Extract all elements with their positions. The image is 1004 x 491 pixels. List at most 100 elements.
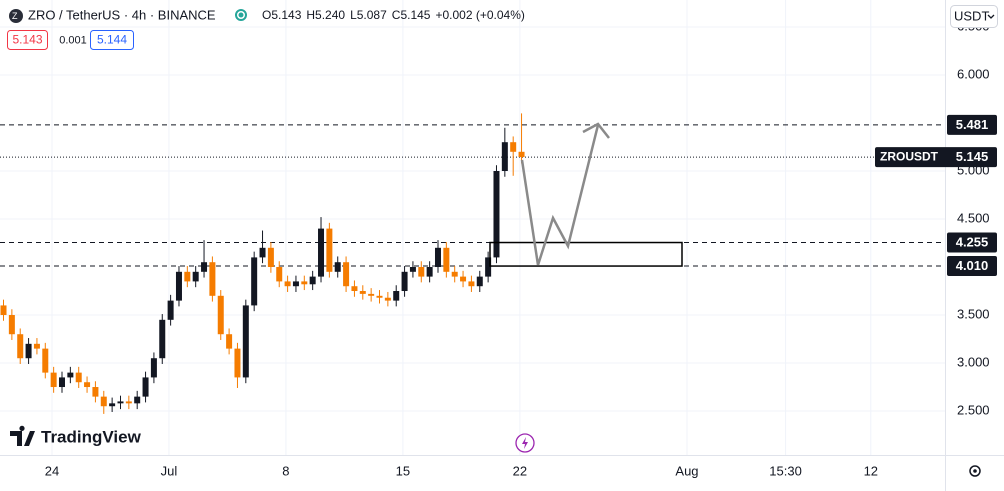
candle-body bbox=[368, 293, 375, 296]
candle-body bbox=[434, 247, 441, 268]
currency-chevron bbox=[987, 14, 995, 19]
bid-box[interactable] bbox=[7, 30, 48, 50]
candle-body bbox=[42, 348, 49, 373]
candles bbox=[0, 113, 525, 414]
candle-body bbox=[384, 297, 391, 301]
candle-body bbox=[309, 276, 316, 285]
candle-body bbox=[217, 295, 224, 335]
ohlc-value: +0.002 (+0.04%) bbox=[435, 8, 524, 22]
level-label: 4.010 bbox=[956, 258, 989, 273]
candle-body bbox=[276, 267, 283, 282]
y-tick-label: 6.000 bbox=[957, 66, 990, 81]
x-tick-label: 12 bbox=[864, 463, 878, 478]
candle-body bbox=[359, 291, 366, 294]
candle-body bbox=[284, 281, 291, 287]
candle-body bbox=[201, 262, 208, 272]
level-label: 5.481 bbox=[956, 117, 989, 132]
candle-body bbox=[184, 271, 191, 282]
ohlc-value: H5.240 bbox=[306, 8, 345, 22]
candle-body bbox=[292, 281, 299, 287]
candle-body bbox=[67, 372, 74, 378]
x-tick-label: Jul bbox=[161, 463, 178, 478]
candle-body bbox=[33, 343, 40, 349]
x-tick-label: 15 bbox=[396, 463, 410, 478]
candle-body bbox=[518, 151, 525, 158]
last-price-value: 5.145 bbox=[956, 149, 989, 164]
last-price-symbol: ZROUSDT bbox=[880, 150, 939, 164]
candle-body bbox=[251, 257, 258, 306]
projection-path bbox=[520, 124, 600, 266]
x-tick-label: 24 bbox=[45, 463, 59, 478]
candle-body bbox=[226, 334, 233, 349]
settings-icon[interactable] bbox=[969, 465, 981, 477]
x-tick-label: Aug bbox=[675, 463, 698, 478]
currency-button[interactable] bbox=[950, 5, 998, 28]
ohlc-value: L5.087 bbox=[350, 8, 387, 22]
currency-label: USDT bbox=[954, 8, 989, 23]
price-labels: 5.481 4.255 4.010 ZROUSDT 5.145 bbox=[875, 114, 997, 277]
candle-body bbox=[301, 281, 308, 285]
candle-body bbox=[443, 247, 450, 272]
level-label: 4.255 bbox=[956, 234, 989, 249]
ohlc-legend: O5.143 H5.240 L5.087 C5.145 +0.002 (+0.04%) bbox=[262, 8, 525, 22]
candle-body bbox=[393, 291, 400, 301]
candle-body bbox=[259, 247, 266, 258]
candle-body bbox=[351, 286, 358, 292]
bid-price: 5.143 bbox=[12, 33, 42, 47]
candle-body bbox=[493, 170, 500, 258]
level-label-box bbox=[947, 232, 997, 253]
candle-body bbox=[58, 377, 65, 388]
symbol-icon-glyph: Z bbox=[12, 11, 18, 21]
candle-body bbox=[117, 401, 124, 404]
y-tick-label: 2.500 bbox=[957, 402, 990, 417]
level-label-box bbox=[947, 256, 997, 277]
candle-body bbox=[242, 305, 249, 378]
candle-body bbox=[318, 228, 325, 277]
candle-body bbox=[175, 271, 182, 301]
candle-body bbox=[209, 262, 216, 296]
last-price-box bbox=[875, 147, 997, 168]
spread: 0.001 bbox=[59, 34, 87, 46]
candle-body bbox=[401, 271, 408, 292]
ohlc-value: O5.143 bbox=[262, 8, 302, 22]
x-tick-label: 22 bbox=[513, 463, 527, 478]
candle-body bbox=[100, 396, 107, 407]
candle-body bbox=[84, 382, 91, 388]
x-tick-label: 15:30 bbox=[769, 463, 802, 478]
candle-body bbox=[17, 334, 24, 359]
candle-body bbox=[485, 257, 492, 277]
brand-logo bbox=[10, 425, 35, 446]
candle-body bbox=[75, 372, 82, 383]
candle-body bbox=[234, 348, 241, 378]
candle-body bbox=[50, 372, 57, 388]
candle-body bbox=[426, 267, 433, 277]
candle-body bbox=[142, 377, 149, 397]
symbol-icon bbox=[9, 9, 23, 23]
candle-body bbox=[92, 387, 99, 397]
market-status-dot bbox=[238, 12, 244, 18]
zone-box bbox=[489, 241, 683, 267]
candle-body bbox=[409, 267, 416, 272]
candle-body bbox=[125, 401, 132, 404]
candle-body bbox=[0, 305, 7, 316]
candle-body bbox=[167, 300, 174, 320]
y-tick-label: 4.500 bbox=[957, 210, 990, 225]
candle-body bbox=[25, 343, 32, 359]
candle-body bbox=[150, 358, 157, 378]
y-tick-label: 3.500 bbox=[957, 306, 990, 321]
candle-body bbox=[267, 247, 274, 268]
level-label-box bbox=[947, 114, 997, 135]
levels bbox=[0, 124, 945, 267]
axes: 2.5003.0003.5004.5005.0006.0006.50024Jul… bbox=[45, 18, 990, 478]
candle-body bbox=[476, 276, 483, 287]
candle-body bbox=[468, 281, 475, 287]
arrow-head bbox=[582, 122, 610, 139]
candle-body bbox=[376, 295, 383, 298]
candle-body bbox=[326, 228, 333, 272]
ask-box[interactable] bbox=[90, 30, 134, 50]
candle-body bbox=[159, 319, 166, 359]
candle-body bbox=[510, 142, 517, 152]
chart-title[interactable]: ZRO / TetherUS · 4h · BINANCE bbox=[28, 7, 216, 22]
